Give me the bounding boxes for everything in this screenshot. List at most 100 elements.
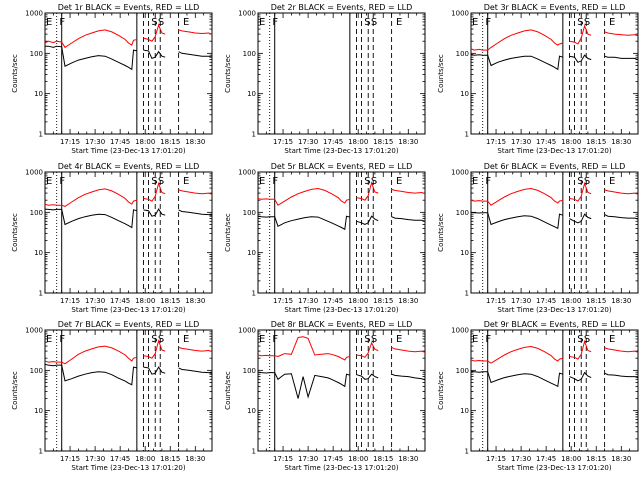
x-tick-label: 17:45 (323, 455, 343, 463)
marker-label: S (584, 334, 590, 345)
panel-title: Det 8r BLACK = Events, RED = LLD (271, 320, 413, 329)
x-tick-label: 17:45 (110, 297, 130, 305)
y-tick-label: 100 (30, 209, 43, 217)
panel-title: Det 3r BLACK = Events, RED = LLD (484, 3, 626, 12)
y-tick-label: 1 (465, 290, 469, 298)
y-tick-label: 1000 (238, 10, 256, 18)
y-tick-label: 1000 (451, 10, 469, 18)
x-tick-label: 18:30 (398, 138, 418, 146)
x-tick-label: 17:30 (85, 138, 105, 146)
series-lld-line (471, 339, 638, 364)
x-axis-label: Start Time (23-Dec-13 17:01:20) (71, 306, 185, 314)
x-tick-label: 17:15 (273, 297, 293, 305)
y-axis-label: Counts/sec (11, 54, 19, 93)
y-tick-label: 1 (465, 448, 469, 456)
series-events-line (258, 371, 425, 399)
x-tick-label: 18:15 (373, 455, 393, 463)
x-tick-label: 17:45 (536, 138, 556, 146)
marker-label: F (485, 176, 491, 187)
x-tick-label: 17:15 (60, 455, 80, 463)
x-tick-label: 17:30 (298, 138, 318, 146)
series-events-line (45, 45, 212, 71)
marker-label: S (584, 17, 590, 28)
x-tick-label: 18:30 (398, 455, 418, 463)
marker-label: E (46, 334, 52, 345)
y-tick-label: 1000 (25, 10, 43, 18)
marker-label: S (584, 176, 590, 187)
x-tick-label: 17:15 (273, 455, 293, 463)
x-tick-label: 18:15 (586, 455, 606, 463)
y-tick-label: 1 (252, 131, 256, 139)
y-tick-label: 1000 (25, 169, 43, 177)
marker-label: S (577, 17, 583, 28)
y-tick-label: 10 (460, 249, 469, 257)
marker-label: E (396, 17, 402, 28)
marker-label: E (46, 176, 52, 187)
x-tick-label: 18:15 (160, 455, 180, 463)
x-tick-label: 17:45 (110, 138, 130, 146)
marker-label: S (158, 334, 164, 345)
y-axis-label: Counts/sec (437, 371, 445, 410)
x-tick-label: 17:45 (536, 297, 556, 305)
series-lld-line (45, 181, 212, 207)
y-tick-label: 10 (34, 90, 43, 98)
marker-label: S (371, 17, 377, 28)
marker-label: E (259, 17, 265, 28)
x-tick-label: 18:30 (611, 455, 631, 463)
series-events-line (471, 211, 638, 230)
y-axis-label: Counts/sec (437, 54, 445, 93)
x-tick-label: 18:30 (185, 455, 205, 463)
x-tick-label: 17:45 (110, 455, 130, 463)
marker-label: S (371, 176, 377, 187)
marker-label: F (272, 17, 278, 28)
x-tick-label: 17:30 (298, 455, 318, 463)
y-tick-label: 1 (39, 131, 43, 139)
marker-label: S (364, 176, 370, 187)
marker-label: S (371, 334, 377, 345)
marker-label: E (183, 334, 189, 345)
x-tick-label: 18:15 (160, 297, 180, 305)
y-axis-label: Counts/sec (224, 371, 232, 410)
y-tick-label: 1 (465, 131, 469, 139)
marker-label: S (158, 17, 164, 28)
marker-label: F (485, 334, 491, 345)
x-tick-label: 18:30 (398, 297, 418, 305)
x-tick-label: 17:30 (511, 138, 531, 146)
marker-label: F (59, 334, 65, 345)
x-tick-label: 17:30 (85, 297, 105, 305)
marker-label: S (364, 17, 370, 28)
x-tick-label: 17:30 (511, 455, 531, 463)
marker-label: F (272, 176, 278, 187)
x-tick-label: 18:30 (185, 138, 205, 146)
y-tick-label: 1000 (451, 327, 469, 335)
x-tick-label: 17:45 (323, 297, 343, 305)
marker-label: E (609, 17, 615, 28)
y-tick-label: 100 (456, 367, 469, 375)
panel-title: Det 6r BLACK = Events, RED = LLD (484, 162, 626, 171)
y-axis-label: Counts/sec (437, 213, 445, 252)
marker-label: E (259, 176, 265, 187)
y-tick-label: 100 (456, 209, 469, 217)
panel-title: Det 7r BLACK = Events, RED = LLD (58, 320, 200, 329)
y-tick-label: 10 (247, 407, 256, 415)
x-tick-label: 17:15 (486, 455, 506, 463)
y-tick-label: 1 (252, 290, 256, 298)
y-axis-label: Counts/sec (11, 213, 19, 252)
y-tick-label: 1000 (238, 169, 256, 177)
y-tick-label: 1000 (451, 169, 469, 177)
panel-det-2: Det 2r BLACK = Events, RED = LLD 1 10 100 10… (224, 3, 426, 155)
y-tick-label: 10 (34, 407, 43, 415)
panel-grid: Det 1r BLACK = Events, RED = LLD 1 10 100 10… (11, 3, 639, 472)
x-axis-label: Start Time (23-Dec-13 17:01:20) (497, 464, 611, 472)
panel-det-1: Det 1r BLACK = Events, RED = LLD 1 10 100 10… (11, 3, 213, 155)
x-tick-label: 18:00 (561, 138, 581, 146)
panel-title: Det 9r BLACK = Events, RED = LLD (484, 320, 626, 329)
x-axis-label: Start Time (23-Dec-13 17:01:20) (284, 306, 398, 314)
x-tick-label: 17:15 (486, 138, 506, 146)
x-tick-label: 17:45 (536, 455, 556, 463)
marker-label: S (151, 176, 157, 187)
marker-label: E (46, 17, 52, 28)
x-tick-label: 18:00 (135, 297, 155, 305)
x-tick-label: 17:45 (323, 138, 343, 146)
